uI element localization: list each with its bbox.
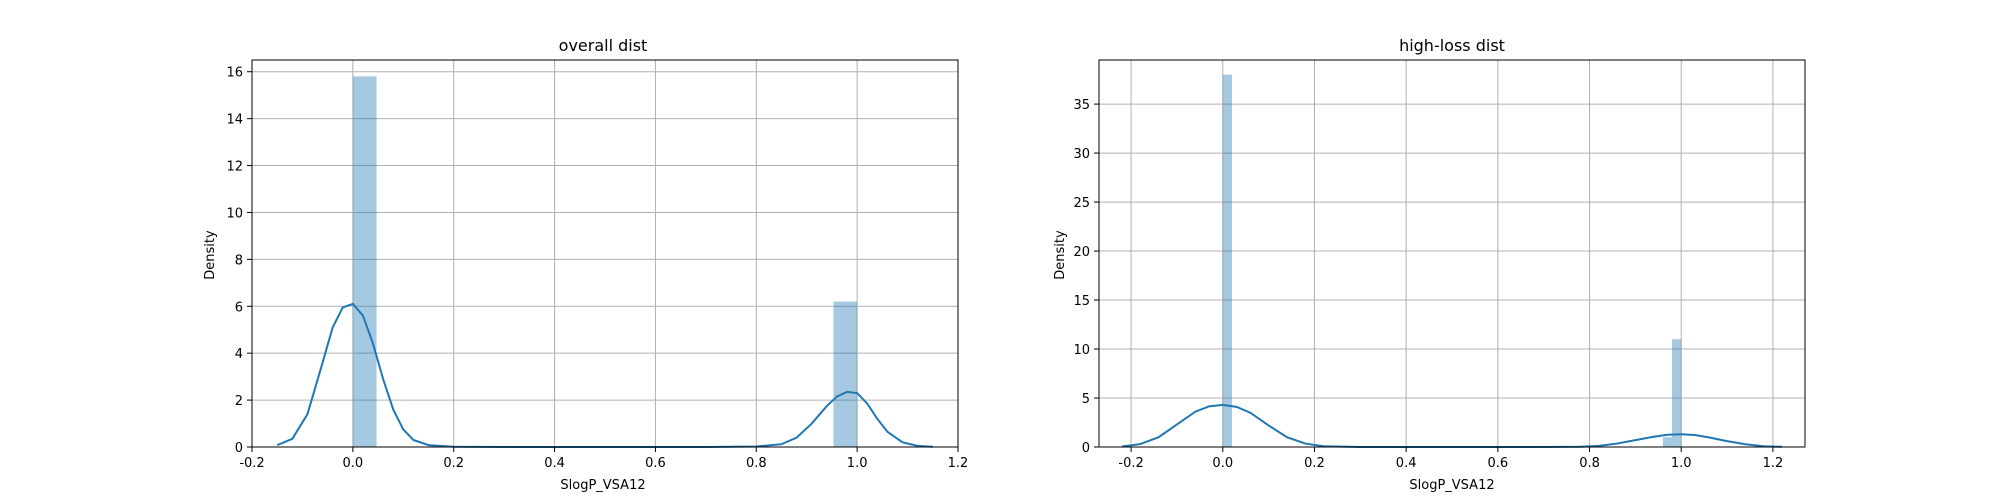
chart-title: high-loss dist — [1399, 36, 1505, 55]
y-tick-label: 2 — [235, 394, 243, 409]
y-tick-label: 25 — [1073, 196, 1090, 211]
x-tick-label: 0.8 — [1579, 456, 1600, 471]
chart-title: overall dist — [559, 36, 648, 55]
plot-frame — [251, 59, 959, 448]
y-tick-label: 8 — [235, 253, 243, 268]
histogram-bar — [352, 76, 377, 447]
x-tick-label: 0.0 — [343, 456, 364, 471]
x-tick-label: 1.2 — [948, 456, 969, 471]
y-axis-label: Density — [203, 230, 218, 280]
y-tick-label: 15 — [1073, 294, 1090, 309]
y-tick-label: 4 — [235, 347, 243, 362]
y-tick-label: 35 — [1073, 98, 1090, 113]
x-axis-label: SlogP_VSA12 — [560, 478, 645, 493]
y-tick-label: 12 — [226, 160, 243, 175]
grid — [251, 60, 959, 448]
axis-ticks: -0.2 0.0 0.2 0.4 0.6 0.8 1.0 1.2 0 2 4 6 8 10 12 14 16 — [226, 66, 968, 471]
x-tick-label: 0.0 — [1212, 456, 1233, 471]
y-tick-label: 5 — [1082, 392, 1090, 407]
y-tick-label: 20 — [1073, 245, 1090, 260]
x-tick-label: 0.6 — [645, 456, 666, 471]
y-axis-label: Density — [1053, 230, 1068, 280]
x-tick-label: -0.2 — [239, 456, 264, 471]
histogram-bar — [833, 301, 858, 447]
chart-high-loss-dist: high-loss dist SlogP_VSA12 Density -0.2 0… — [1053, 36, 1806, 493]
histogram-bars — [1222, 74, 1682, 448]
histogram-bar — [1672, 339, 1682, 447]
x-tick-label: 0.8 — [746, 456, 767, 471]
x-tick-label: 0.2 — [1304, 456, 1325, 471]
histogram-bar — [1222, 74, 1232, 448]
y-tick-label: 0 — [235, 441, 243, 456]
y-tick-label: 0 — [1082, 441, 1090, 456]
x-tick-label: 0.2 — [443, 456, 464, 471]
x-tick-label: 0.6 — [1488, 456, 1509, 471]
x-tick-label: 0.4 — [1396, 456, 1417, 471]
histogram-bars — [352, 76, 858, 447]
y-tick-label: 10 — [226, 206, 243, 221]
x-tick-label: -0.2 — [1118, 456, 1143, 471]
y-tick-label: 30 — [1073, 147, 1090, 162]
y-tick-label: 10 — [1073, 343, 1090, 358]
x-tick-label: 0.4 — [544, 456, 565, 471]
x-tick-label: 1.2 — [1763, 456, 1784, 471]
plot-frame — [1098, 59, 1806, 448]
x-tick-label: 1.0 — [847, 456, 868, 471]
axis-ticks: -0.2 0.0 0.2 0.4 0.6 0.8 1.0 1.2 0 5 10 15 20 25 30 35 — [1073, 98, 1783, 471]
x-axis-label: SlogP_VSA12 — [1409, 478, 1494, 493]
histogram-bar — [1662, 437, 1673, 447]
y-tick-label: 14 — [226, 113, 243, 128]
chart-overall-dist: overall dist SlogP_VSA12 Density -0.2 0.0… — [203, 36, 968, 493]
y-tick-label: 6 — [235, 300, 243, 315]
x-tick-label: 1.0 — [1671, 456, 1692, 471]
y-tick-label: 16 — [226, 66, 243, 81]
